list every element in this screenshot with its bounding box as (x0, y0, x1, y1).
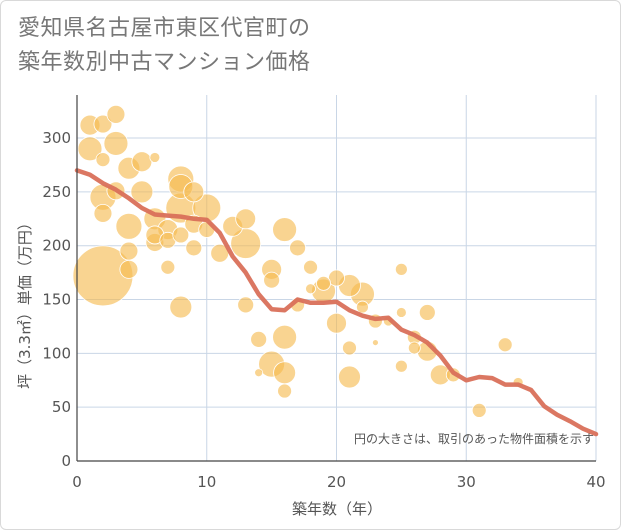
x-tick-label: 40 (586, 473, 605, 491)
bubble-point (172, 226, 190, 244)
y-tick-label: 0 (61, 452, 71, 470)
x-tick-label: 0 (72, 473, 82, 491)
bubble-point (119, 241, 139, 261)
bubble-point (305, 283, 316, 295)
bubble-point (106, 104, 126, 124)
bubble-point (237, 296, 255, 314)
bubble-point (471, 403, 487, 418)
bubble-point (235, 208, 257, 230)
bubble-point (273, 361, 297, 385)
bubble-point (277, 383, 293, 399)
title-line-2: 築年数別中古マンション価格 (18, 50, 311, 75)
y-axis-label: 坪（3.3㎡）単価（万円） (16, 215, 34, 389)
y-tick-label: 50 (52, 398, 71, 416)
bubble-point (130, 180, 154, 204)
bubble-point (103, 131, 129, 156)
y-tick-label: 300 (42, 129, 71, 147)
bubble-point (95, 152, 111, 167)
y-tick-label: 200 (42, 237, 71, 255)
title-line-1: 愛知県名古屋市東区代官町の (18, 16, 311, 41)
bubble-point (250, 330, 268, 348)
bubble-point (77, 136, 103, 162)
bubble-point (338, 365, 361, 389)
bubble-point (418, 304, 436, 321)
x-tick-label: 30 (457, 473, 476, 491)
x-tick-label: 10 (197, 473, 216, 491)
bubble-point (131, 151, 153, 173)
bubble-point (356, 300, 369, 314)
bubble-point (183, 181, 205, 203)
bubble-point (497, 337, 513, 353)
bubble-point (316, 275, 331, 291)
bubble-point (272, 324, 298, 350)
average-price-line (74, 168, 599, 437)
bubble-point (119, 259, 139, 279)
bubble-point (326, 312, 347, 334)
bubble-point (289, 239, 306, 257)
y-tick-label: 250 (42, 183, 71, 201)
bubble-point (149, 152, 161, 163)
bubble-point (303, 259, 318, 275)
bubble-point (394, 359, 408, 373)
y-tick-label: 100 (42, 344, 71, 362)
bubble-point (263, 271, 281, 289)
bubble-point (169, 295, 193, 319)
bubble-point (185, 239, 203, 257)
axes: 0 10 20 30 40 0 50 100 150 200 250 300 (42, 95, 606, 491)
bubble-point (407, 341, 421, 355)
trend-line-layer (74, 168, 599, 437)
bubble-point (115, 212, 143, 240)
bubble-point (395, 307, 407, 318)
bubble-point (372, 339, 379, 346)
bubble-point (394, 262, 408, 276)
x-tick-label: 20 (327, 473, 346, 491)
chart-title: 愛知県名古屋市東区代官町の 築年数別中古マンション価格 (18, 12, 311, 80)
x-axis-label: 築年数（年） (292, 500, 382, 518)
bubble-size-note: 円の大きさは、取引のあった物件面積を示す (354, 431, 594, 446)
bubble-point (93, 204, 113, 223)
y-tick-label: 150 (42, 291, 71, 309)
bubble-point (160, 259, 176, 275)
bubble-point (93, 114, 113, 134)
bubble-point (272, 217, 298, 242)
bubble-point (254, 368, 264, 378)
bubble-point (342, 340, 357, 356)
bubbles (72, 104, 524, 418)
